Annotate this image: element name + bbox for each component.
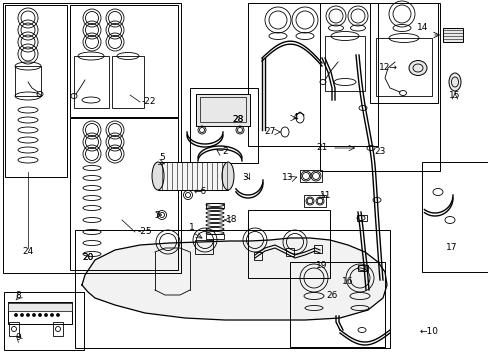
Circle shape bbox=[27, 314, 29, 316]
Bar bbox=[319, 3, 439, 171]
Text: ←10: ←10 bbox=[419, 328, 438, 337]
Bar bbox=[190, 88, 258, 163]
Polygon shape bbox=[82, 238, 386, 320]
Text: 20: 20 bbox=[82, 253, 94, 262]
Bar bbox=[4, 292, 84, 350]
Bar bbox=[369, 3, 437, 103]
Circle shape bbox=[57, 314, 59, 316]
Text: 20: 20 bbox=[82, 253, 94, 262]
Bar bbox=[112, 56, 143, 108]
Text: 17: 17 bbox=[446, 243, 457, 252]
Bar bbox=[357, 265, 367, 271]
Text: 2: 2 bbox=[222, 148, 227, 157]
Text: 13: 13 bbox=[281, 174, 292, 183]
Text: 7: 7 bbox=[154, 211, 160, 220]
Bar bbox=[195, 240, 213, 254]
Text: 23: 23 bbox=[373, 148, 385, 157]
Text: 5: 5 bbox=[159, 153, 164, 162]
Bar bbox=[8, 302, 72, 324]
Bar bbox=[158, 162, 227, 190]
Ellipse shape bbox=[222, 162, 234, 190]
Ellipse shape bbox=[448, 73, 460, 91]
Text: 16: 16 bbox=[342, 278, 353, 287]
Bar bbox=[375, 38, 431, 96]
Bar bbox=[9, 322, 19, 336]
Text: 12→: 12→ bbox=[378, 63, 397, 72]
Bar bbox=[5, 5, 67, 177]
Text: 15: 15 bbox=[448, 91, 460, 100]
Bar bbox=[253, 252, 262, 260]
Text: 9: 9 bbox=[15, 333, 21, 342]
Text: 11: 11 bbox=[319, 190, 331, 199]
Bar bbox=[299, 170, 321, 182]
Ellipse shape bbox=[408, 60, 426, 76]
Circle shape bbox=[15, 314, 17, 316]
Bar bbox=[421, 162, 487, 272]
Circle shape bbox=[33, 314, 35, 316]
Text: 3: 3 bbox=[242, 174, 247, 183]
Bar bbox=[442, 28, 462, 42]
Circle shape bbox=[39, 314, 41, 316]
Bar bbox=[53, 322, 63, 336]
Ellipse shape bbox=[152, 162, 163, 190]
Bar bbox=[70, 5, 178, 117]
Text: 8: 8 bbox=[15, 292, 21, 301]
Bar bbox=[15, 66, 41, 96]
Text: 21: 21 bbox=[316, 144, 327, 153]
Text: 4: 4 bbox=[292, 113, 297, 122]
Bar bbox=[325, 36, 364, 91]
Text: 26: 26 bbox=[325, 291, 337, 300]
Bar bbox=[74, 56, 109, 108]
Text: 19: 19 bbox=[315, 261, 327, 270]
Bar bbox=[247, 3, 377, 146]
Bar bbox=[3, 3, 181, 273]
Text: -25: -25 bbox=[138, 228, 152, 237]
Text: 28: 28 bbox=[232, 116, 243, 125]
Circle shape bbox=[51, 314, 53, 316]
Circle shape bbox=[45, 314, 47, 316]
Bar bbox=[289, 262, 384, 347]
Text: 24: 24 bbox=[22, 248, 34, 256]
Bar bbox=[313, 245, 321, 253]
Text: ←6: ←6 bbox=[193, 188, 206, 197]
Bar bbox=[8, 303, 72, 311]
Bar bbox=[247, 210, 329, 278]
Bar bbox=[304, 195, 325, 207]
Bar bbox=[75, 230, 389, 348]
Text: 14: 14 bbox=[416, 23, 427, 32]
Text: -22: -22 bbox=[142, 98, 156, 107]
Text: 27: 27 bbox=[264, 127, 275, 136]
Bar bbox=[205, 203, 224, 208]
Bar bbox=[356, 215, 366, 221]
Bar bbox=[70, 118, 178, 270]
Bar bbox=[200, 97, 245, 122]
Bar bbox=[205, 234, 224, 239]
Text: 1: 1 bbox=[189, 224, 195, 233]
Text: 28: 28 bbox=[232, 116, 243, 125]
Circle shape bbox=[21, 314, 23, 316]
Bar bbox=[196, 94, 249, 126]
Text: 18: 18 bbox=[225, 216, 237, 225]
Bar bbox=[285, 248, 293, 256]
